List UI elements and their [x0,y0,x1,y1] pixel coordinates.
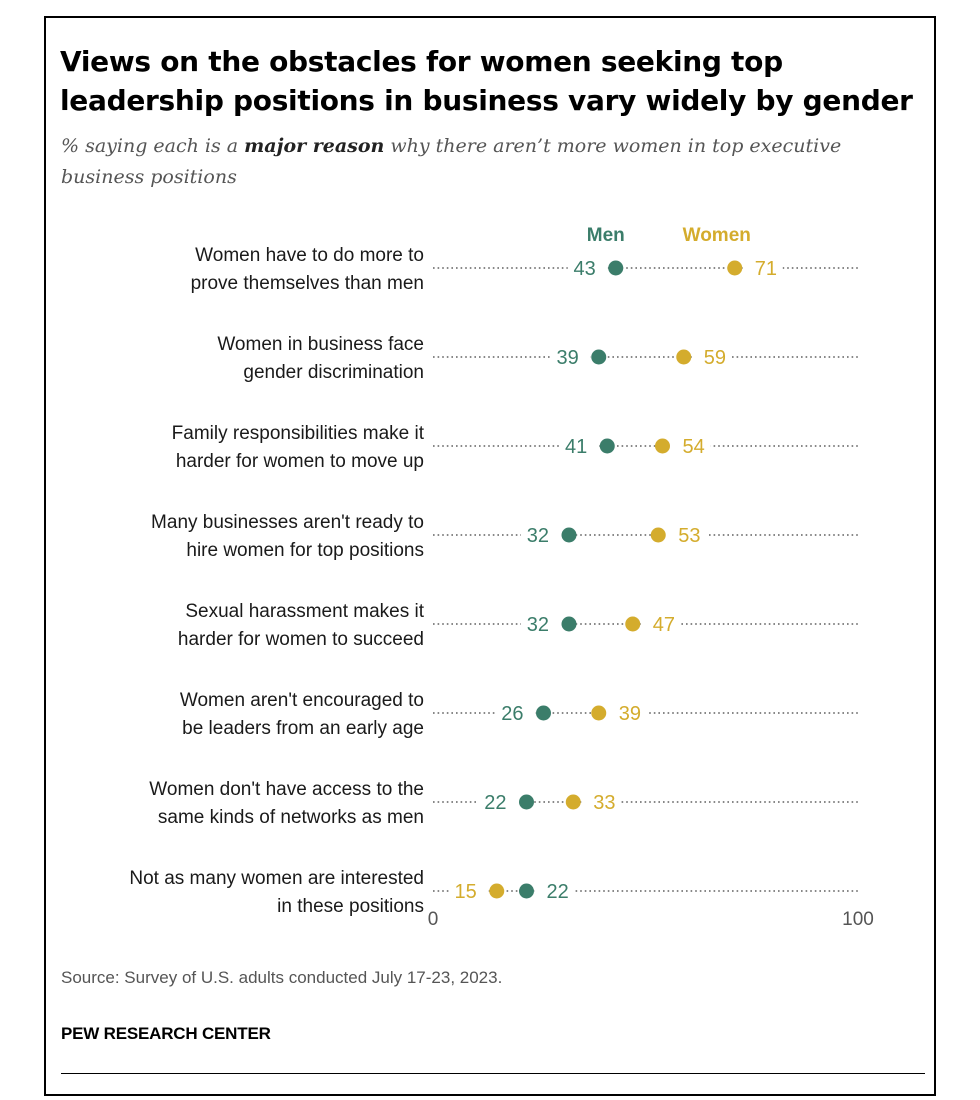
label-mask [495,699,536,727]
category-label: same kinds of networks as men [158,807,424,828]
subtitle-emphasis: major reason [244,135,385,157]
x-tick-label: 100 [842,909,874,930]
men-value-label: 22 [547,881,569,903]
women-dot [727,260,743,276]
men-dot [599,438,615,454]
men-value-label: 32 [527,525,549,547]
label-mask [691,343,732,371]
men-value-label: 32 [527,614,549,636]
label-mask [534,877,575,905]
category-label: gender discrimination [243,362,424,383]
category-label: hire women for top positions [186,540,424,561]
women-dot [625,616,641,632]
category-label: Family responsibilities make it [172,423,425,444]
legend-men: Men [587,225,625,246]
men-dot [519,883,534,899]
women-value-label: 59 [704,347,726,369]
men-dot [536,705,551,721]
category-label: Many businesses aren't ready to [151,512,424,533]
label-mask [606,699,647,727]
chart-frame [44,16,936,1096]
women-dot [489,883,505,899]
label-mask [521,610,561,638]
chart-subtitle: % saying each is a major reason why ther… [61,131,881,193]
men-value-label: 22 [484,792,506,814]
women-value-label: 39 [619,703,641,725]
dot-plot-chart: Men Women Women have to do more to prove th… [129,225,874,930]
category-label: prove themselves than men [191,273,424,294]
women-value-label: 47 [653,614,675,636]
men-dot [608,260,624,276]
men-value-label: 43 [574,258,596,280]
label-mask [670,432,711,460]
women-dot [676,349,692,365]
men-dot [561,527,577,543]
men-dot [591,349,607,365]
label-mask [581,788,622,816]
subtitle-suffix: why there aren’t more women in top execu… [61,135,842,188]
women-value-label: 54 [683,436,705,458]
men-dot [561,616,577,632]
women-dot [591,705,607,721]
label-mask [478,788,519,816]
category-label: Women in business face [217,334,424,355]
label-mask [742,254,783,282]
label-mask [666,521,707,549]
women-value-label: 71 [755,258,777,280]
bottom-rule [61,1073,925,1074]
label-mask [640,610,681,638]
women-value-label: 15 [455,881,477,903]
brand-logo-text: PEW RESEARCH CENTER [61,1024,271,1043]
women-dot [565,794,581,810]
category-label: be leaders from an early age [182,718,424,739]
category-label: Sexual harassment makes it [185,601,424,622]
subtitle-prefix: % saying each is a [61,135,245,157]
label-mask [448,877,489,905]
category-label: Women aren't encouraged to [180,690,424,711]
label-mask [559,432,600,460]
x-tick-label: 0 [428,909,439,930]
women-dot [650,527,666,543]
legend-women: Women [683,225,751,246]
men-value-label: 39 [557,347,579,369]
women-dot [655,438,670,454]
category-label: harder for women to succeed [178,629,424,650]
category-label: in these positions [277,896,424,917]
chart-title: Views on the obstacles for women seeking… [60,45,913,117]
label-mask [567,254,608,282]
source-note: Source: Survey of U.S. adults conducted … [61,968,503,987]
label-mask [521,521,561,549]
men-value-label: 26 [501,703,523,725]
label-mask [550,343,591,371]
category-label: Women have to do more to [195,245,424,266]
men-dot [519,794,534,810]
category-label: Not as many women are interested [129,868,424,889]
women-value-label: 53 [678,525,700,547]
men-value-label: 41 [565,436,587,458]
women-value-label: 33 [593,792,615,814]
category-label: Women don't have access to the [149,779,424,800]
category-label: harder for women to move up [176,451,424,472]
